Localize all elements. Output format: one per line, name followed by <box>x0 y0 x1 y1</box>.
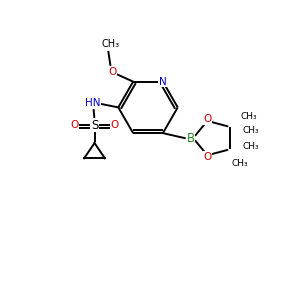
Text: HN: HN <box>85 98 100 108</box>
Text: S: S <box>91 119 98 132</box>
Text: N: N <box>159 77 167 87</box>
Text: O: O <box>108 67 116 77</box>
Text: CH₃: CH₃ <box>241 112 257 121</box>
Text: CH₃: CH₃ <box>101 39 119 49</box>
Text: O: O <box>70 120 79 130</box>
Text: B: B <box>187 132 195 145</box>
Text: O: O <box>203 114 211 124</box>
Text: CH₃: CH₃ <box>243 142 260 151</box>
Text: CH₃: CH₃ <box>232 159 248 168</box>
Text: O: O <box>203 152 211 162</box>
Text: CH₃: CH₃ <box>243 126 260 135</box>
Text: O: O <box>110 120 118 130</box>
